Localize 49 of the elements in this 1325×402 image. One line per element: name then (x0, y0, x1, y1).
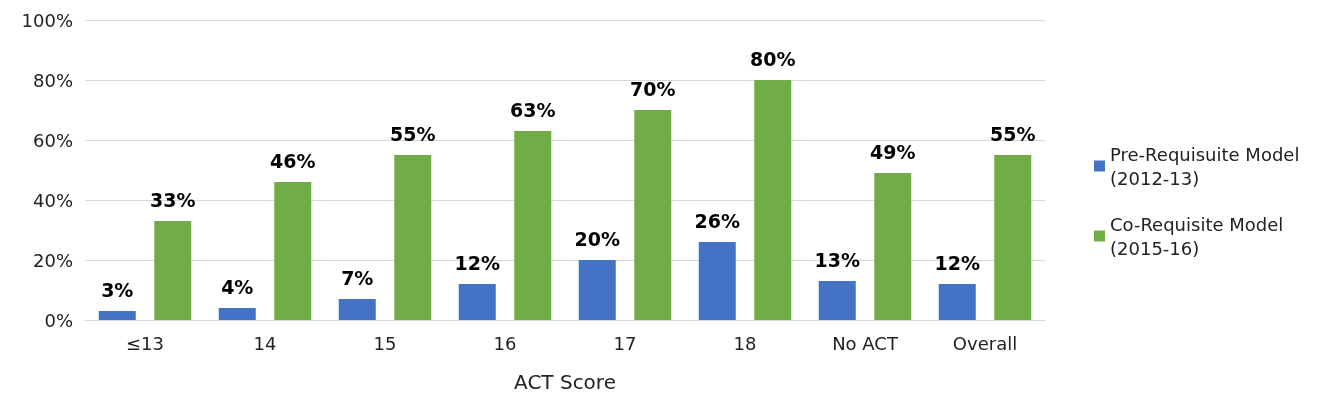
y-tick-label: 60% (32, 129, 73, 151)
data-label: 70% (630, 77, 676, 100)
y-tick-label: 100% (21, 9, 73, 31)
data-label: 7% (341, 266, 374, 289)
bar (874, 173, 912, 320)
data-label: 55% (390, 122, 436, 145)
data-label: 46% (270, 149, 316, 172)
data-label: 63% (510, 98, 556, 121)
bar (154, 221, 192, 320)
data-label: 49% (870, 140, 916, 163)
bar (634, 110, 672, 320)
x-tick-label: ≤13 (126, 332, 164, 354)
x-tick-label: No ACT (832, 332, 899, 354)
data-label: 33% (150, 188, 196, 211)
x-tick-label: 17 (613, 332, 637, 354)
legend-label: Co-Requisite Model (2015-16) (1110, 213, 1290, 259)
bar (458, 284, 496, 320)
bar (338, 299, 376, 320)
bar (218, 308, 256, 320)
data-label: 3% (101, 278, 134, 301)
bar (818, 281, 856, 320)
data-label: 12% (934, 251, 980, 274)
x-tick-label: Overall (952, 332, 1018, 354)
y-tick-label: 0% (44, 309, 73, 331)
bar (754, 80, 792, 320)
data-label: 80% (750, 47, 796, 70)
y-tick-label: 20% (32, 249, 73, 271)
legend-label: Pre-Requisuite Model (2012-13) (1110, 143, 1306, 189)
data-label: 13% (814, 248, 860, 271)
bar (994, 155, 1032, 320)
data-label: 20% (574, 227, 620, 250)
x-axis-title: ACT Score (514, 370, 616, 394)
data-label: 12% (454, 251, 500, 274)
x-tick-label: 18 (733, 332, 757, 354)
data-label: 26% (694, 209, 740, 232)
data-label: 4% (221, 275, 254, 298)
bar (394, 155, 432, 320)
x-tick-label: 14 (253, 332, 277, 354)
bar (274, 182, 312, 320)
y-tick-label: 80% (32, 69, 73, 91)
bar (698, 242, 736, 320)
bar (98, 311, 136, 320)
bar (578, 260, 616, 320)
bar (938, 284, 976, 320)
y-tick-label: 40% (32, 189, 73, 211)
bar (514, 131, 552, 320)
x-tick-label: 16 (493, 332, 517, 354)
x-tick-label: 15 (373, 332, 397, 354)
data-label: 55% (990, 122, 1036, 145)
